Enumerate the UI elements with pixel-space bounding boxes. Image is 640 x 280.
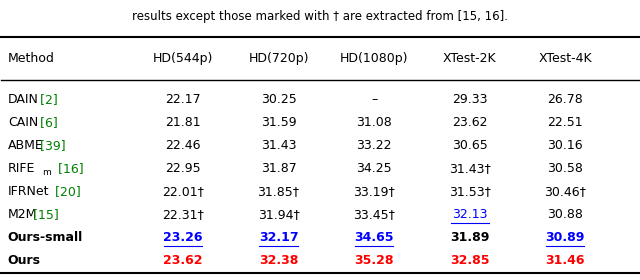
Text: 22.31†: 22.31†: [162, 208, 204, 221]
Text: 35.28: 35.28: [355, 254, 394, 267]
Text: RIFE: RIFE: [8, 162, 35, 175]
Text: HD(544p): HD(544p): [153, 52, 213, 65]
Text: HD(720p): HD(720p): [248, 52, 309, 65]
Text: 23.62: 23.62: [452, 116, 488, 129]
Text: [39]: [39]: [36, 139, 66, 152]
Text: 31.87: 31.87: [260, 162, 296, 175]
Text: results except those marked with † are extracted from [15, 16].: results except those marked with † are e…: [132, 10, 508, 23]
Text: 30.16: 30.16: [547, 139, 583, 152]
Text: [15]: [15]: [29, 208, 59, 221]
Text: 23.26: 23.26: [163, 231, 203, 244]
Text: m: m: [42, 168, 51, 177]
Text: 22.17: 22.17: [165, 93, 201, 106]
Text: 21.81: 21.81: [165, 116, 201, 129]
Text: 30.46†: 30.46†: [545, 185, 586, 198]
Text: 29.33: 29.33: [452, 93, 488, 106]
Text: CAIN: CAIN: [8, 116, 38, 129]
Text: 31.43: 31.43: [261, 139, 296, 152]
Text: [6]: [6]: [36, 116, 58, 129]
Text: ABME: ABME: [8, 139, 44, 152]
Text: 30.25: 30.25: [260, 93, 296, 106]
Text: HD(1080p): HD(1080p): [340, 52, 408, 65]
Text: 33.22: 33.22: [356, 139, 392, 152]
Text: 30.89: 30.89: [546, 231, 585, 244]
Text: [2]: [2]: [36, 93, 58, 106]
Text: Ours-small: Ours-small: [8, 231, 83, 244]
Text: 32.13: 32.13: [452, 208, 488, 221]
Text: 32.85: 32.85: [450, 254, 490, 267]
Text: Ours: Ours: [8, 254, 41, 267]
Text: IFRNet: IFRNet: [8, 185, 49, 198]
Text: DAIN: DAIN: [8, 93, 38, 106]
Text: 31.43†: 31.43†: [449, 162, 491, 175]
Text: 32.17: 32.17: [259, 231, 298, 244]
Text: 22.01†: 22.01†: [162, 185, 204, 198]
Text: 30.65: 30.65: [452, 139, 488, 152]
Text: 31.46: 31.46: [545, 254, 585, 267]
Text: 32.38: 32.38: [259, 254, 298, 267]
Text: 31.85†: 31.85†: [257, 185, 300, 198]
Text: 33.45†: 33.45†: [353, 208, 395, 221]
Text: 34.25: 34.25: [356, 162, 392, 175]
Text: M2M: M2M: [8, 208, 37, 221]
Text: 22.95: 22.95: [165, 162, 201, 175]
Text: 31.08: 31.08: [356, 116, 392, 129]
Text: 31.89: 31.89: [450, 231, 490, 244]
Text: 22.46: 22.46: [165, 139, 201, 152]
Text: 31.53†: 31.53†: [449, 185, 491, 198]
Text: 31.59: 31.59: [260, 116, 296, 129]
Text: –: –: [371, 93, 378, 106]
Text: [20]: [20]: [51, 185, 81, 198]
Text: [16]: [16]: [54, 162, 84, 175]
Text: 30.88: 30.88: [547, 208, 583, 221]
Text: 26.78: 26.78: [547, 93, 583, 106]
Text: 33.19†: 33.19†: [353, 185, 395, 198]
Text: 23.62: 23.62: [163, 254, 203, 267]
Text: 30.58: 30.58: [547, 162, 583, 175]
Text: 31.94†: 31.94†: [258, 208, 300, 221]
Text: 22.51: 22.51: [547, 116, 583, 129]
Text: Method: Method: [8, 52, 54, 65]
Text: XTest-2K: XTest-2K: [443, 52, 497, 65]
Text: 34.65: 34.65: [355, 231, 394, 244]
Text: XTest-4K: XTest-4K: [538, 52, 592, 65]
